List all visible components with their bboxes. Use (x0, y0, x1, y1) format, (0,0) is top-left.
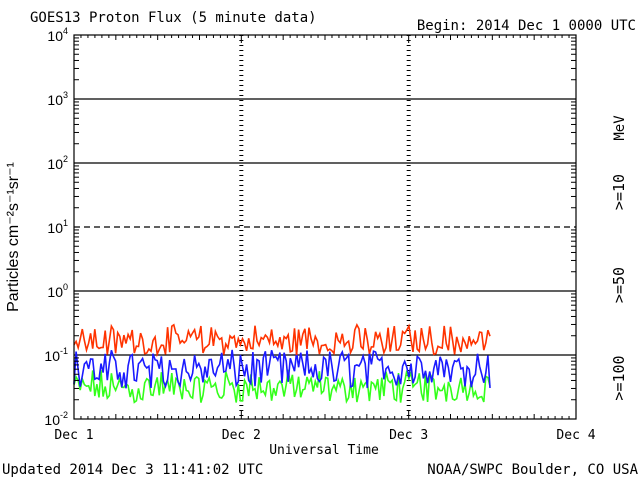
x-tick-label: Dec 4 (556, 428, 595, 443)
credit-text: NOAA/SWPC Boulder, CO USA (427, 462, 638, 478)
chart-title: GOES13 Proton Flux (5 minute data) (30, 10, 317, 26)
x-tick-label: Dec 1 (54, 428, 93, 443)
legend-gt100: >=100 (610, 355, 628, 400)
x-axis-label: Universal Time (269, 443, 379, 458)
y-tick-label: 10-2 (44, 410, 68, 428)
updated-timestamp: Updated 2014 Dec 3 11:41:02 UTC (2, 462, 263, 478)
series-line-gt100 (73, 369, 491, 404)
legend-gt50: >=50 (610, 267, 628, 303)
series-line-gt10 (73, 323, 491, 358)
begin-time: Begin: 2014 Dec 1 0000 UTC (417, 18, 636, 34)
legend-gt10: >=10 (610, 174, 628, 210)
unit-label: MeV (612, 115, 628, 141)
plot-area: Dec 1 Dec 2 Dec 3 Dec 4 104 103 102 101 100 10-1 1… (44, 26, 595, 443)
y-tick-label: 104 (47, 26, 68, 44)
y-tick-label: 102 (47, 154, 68, 172)
y-tick-label: 101 (47, 218, 68, 236)
y-tick-label: 10-1 (44, 346, 68, 364)
y-axis-label: Particles cm⁻²s⁻¹sr⁻¹ (5, 162, 22, 312)
y-tick-label: 100 (47, 282, 68, 300)
x-tick-label: Dec 2 (222, 428, 261, 443)
series-line-gt50 (73, 349, 491, 389)
x-tick-label: Dec 3 (389, 428, 428, 443)
y-tick-label: 103 (47, 90, 68, 108)
